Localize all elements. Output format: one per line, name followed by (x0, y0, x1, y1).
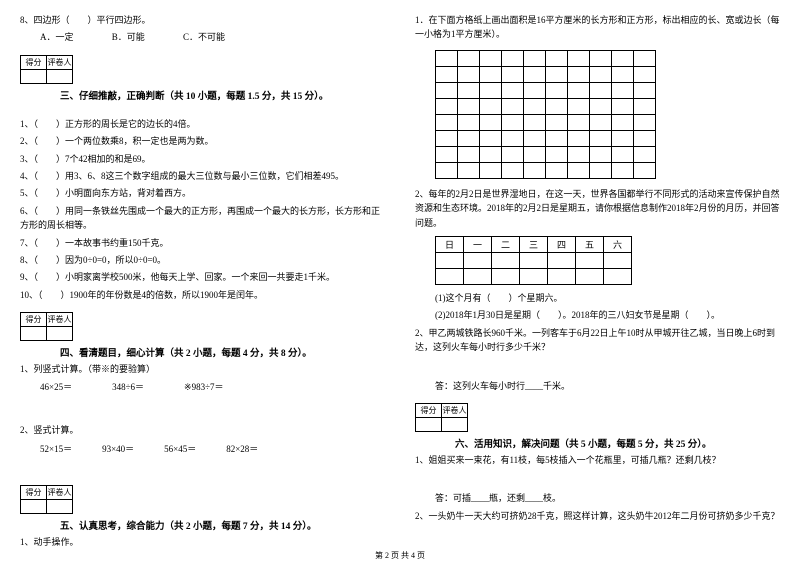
r-q1: 1．在下面方格纸上画出面积是16平方厘米的长方形和正方形，标出相应的长、宽或边长… (415, 13, 780, 42)
drawing-grid (435, 50, 780, 179)
r-q2: 2、每年的2月2日是世界湿地日，在这一天，世界各国都举行不同形式的活动来宣传保护… (415, 187, 780, 230)
s4-q2c: 56×45＝ (164, 442, 196, 455)
r-q3ans: 答：这列火车每小时行____千米。 (415, 379, 780, 393)
r-q2b: (2)2018年1月30日是星期（ ）。2018年的三八妇女节是星期（ ）。 (415, 308, 780, 322)
score-box-6: 得分 评卷人 (415, 403, 780, 432)
section5-title: 五、认真思考，综合能力（共 2 小题，每题 7 分，共 14 分）。 (60, 518, 385, 532)
s6-q1: 1、姐姐买来一束花，有11枝，每5枝插入一个花瓶里，可插几瓶？还剩几枝？ (415, 453, 780, 467)
cal-d1: 一 (464, 236, 492, 252)
s4-q2d: 82×28＝ (226, 442, 258, 455)
section3-title: 三、仔细推敲，正确判断（共 10 小题，每题 1.5 分，共 15 分）。 (60, 88, 385, 102)
s4-q2-row: 52×15＝ 93×40＝ 56×45＝ 82×28＝ (20, 442, 385, 455)
score-label: 得分 (21, 55, 47, 69)
s4-q2a: 52×15＝ (40, 442, 72, 455)
s4-q2b: 93×40＝ (102, 442, 134, 455)
score-label: 得分 (416, 403, 442, 417)
s4-q1c: ※983÷7＝ (184, 380, 223, 393)
s4-q1: 1、列竖式计算。（带※的要验算） (20, 362, 385, 376)
s4-q1a: 46×25＝ (40, 380, 72, 393)
s3-q2: 2、（ ）一个两位数乘8，积一定也是两为数。 (20, 134, 385, 148)
cal-d2: 二 (492, 236, 520, 252)
grader-label: 评卷人 (442, 403, 468, 417)
grader-label: 评卷人 (47, 485, 73, 499)
s3-q7: 7、（ ）一本故事书约重150千克。 (20, 236, 385, 250)
s4-q1-row: 46×25＝ 348÷6＝ ※983÷7＝ (20, 380, 385, 393)
cal-d4: 四 (548, 236, 576, 252)
s6-q2: 2、一头奶牛一天大约可挤奶28千克，照这样计算，这头奶牛2012年二月份可挤奶多… (415, 509, 780, 523)
section4-title: 四、看清题目，细心计算（共 2 小题，每题 4 分，共 8 分）。 (60, 345, 385, 359)
grader-label: 评卷人 (47, 313, 73, 327)
q8-a: A．一定 (40, 32, 74, 42)
s6-q1ans: 答：可插____瓶，还剩____枝。 (415, 491, 780, 505)
s3-q8: 8、（ ）因为0÷0=0，所以0÷0=0。 (20, 253, 385, 267)
s3-q5: 5、（ ）小明面向东方站，背对着西方。 (20, 186, 385, 200)
score-label: 得分 (21, 313, 47, 327)
calendar-grid: 日 一 二 三 四 五 六 (435, 236, 780, 285)
s3-q1: 1、（ ）正方形的周长是它的边长的4倍。 (20, 117, 385, 131)
s3-q9: 9、（ ）小明家离学校500米，他每天上学、回家。一个来回一共要走1千米。 (20, 270, 385, 284)
q8-b: B．可能 (112, 32, 145, 42)
s5-q1: 1、动手操作。 (20, 535, 385, 549)
section6-title: 六、活用知识，解决问题（共 5 小题，每题 5 分，共 25 分）。 (455, 436, 780, 450)
cal-d3: 三 (520, 236, 548, 252)
grader-label: 评卷人 (47, 55, 73, 69)
r-q2a: (1)这个月有（ ）个星期六。 (415, 291, 780, 305)
s3-q10: 10、（ ）1900年的年份数是4的倍数，所以1900年是闰年。 (20, 288, 385, 302)
s4-q2: 2、竖式计算。 (20, 423, 385, 437)
cal-d6: 六 (604, 236, 632, 252)
cal-d0: 日 (436, 236, 464, 252)
cal-d5: 五 (576, 236, 604, 252)
score-box-4: 得分 评卷人 (20, 312, 385, 341)
score-box-5: 得分 评卷人 (20, 485, 385, 514)
q8-stem: 8、四边形（ ）平行四边形。 (20, 13, 385, 27)
score-box-3: 得分 评卷人 (20, 55, 385, 84)
s3-q4: 4、（ ）用3、6、8这三个数字组成的最大三位数与最小三位数，它们相差495。 (20, 169, 385, 183)
s4-q1b: 348÷6＝ (112, 380, 144, 393)
q8-c: C．不可能 (183, 32, 225, 42)
page-footer: 第 2 页 共 4 页 (0, 550, 800, 561)
s3-q3: 3、（ ）7个42相加的和是69。 (20, 152, 385, 166)
score-label: 得分 (21, 485, 47, 499)
s3-q6: 6、（ ）用同一条铁丝先围成一个最大的正方形，再围成一个最大的长方形，长方形和正… (20, 204, 385, 233)
q8-options: A．一定 B．可能 C．不可能 (20, 30, 385, 44)
r-q3: 2、甲乙两城铁路长960千米。一列客车于6月22日上午10时从甲城开往乙城，当日… (415, 326, 780, 355)
